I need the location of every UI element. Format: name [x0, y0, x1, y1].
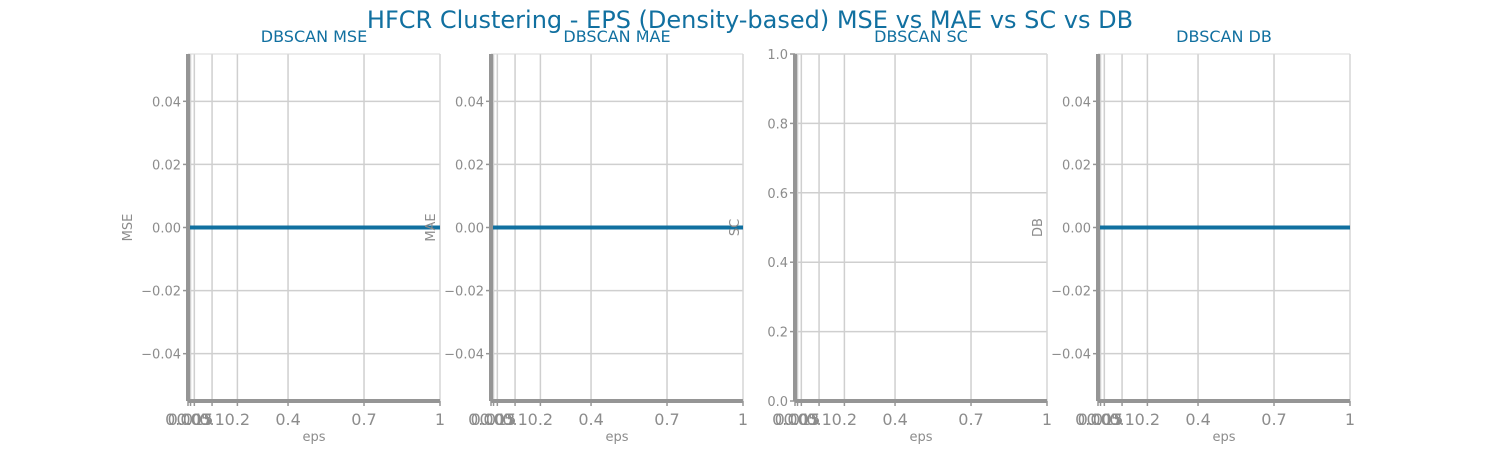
x-tick-label: 0.005	[165, 410, 211, 429]
x-tick-label: 0.015	[775, 410, 821, 429]
y-tick-label: 0.04	[455, 95, 484, 110]
x-tick-label: 1	[738, 410, 748, 429]
y-tick-label: 0.00	[455, 222, 484, 237]
figure-title: HFCR Clustering - EPS (Density-based) MS…	[367, 6, 1133, 34]
y-tick-label: 0.0	[767, 395, 788, 410]
subplot-title: DBSCAN MAE	[563, 27, 670, 46]
x-tick-label: 1	[1042, 410, 1052, 429]
subplot-title: DBSCAN MSE	[261, 27, 367, 46]
x-axis-label: eps	[909, 430, 932, 445]
x-tick-label: 0.2	[528, 410, 553, 429]
x-tick-label: 0.7	[654, 410, 679, 429]
x-tick-label: 0.005	[772, 410, 818, 429]
x-tick-label: 0.015	[471, 410, 517, 429]
y-axis-label: DB	[1031, 218, 1046, 237]
y-tick-label: −0.04	[444, 348, 484, 363]
x-tick-label: 0.1	[806, 410, 831, 429]
x-tick-label: 0.1	[1109, 410, 1134, 429]
subplot-title: DBSCAN SC	[874, 27, 968, 46]
y-tick-label: 0.00	[1062, 222, 1091, 237]
y-tick-label: 0.02	[455, 158, 484, 173]
subplot-title: DBSCAN DB	[1176, 27, 1272, 46]
y-tick-label: 0.2	[767, 326, 788, 341]
x-tick-label: 0.03	[480, 410, 516, 429]
x-tick-label: 0.015	[168, 410, 214, 429]
y-tick-label: 0.02	[1062, 158, 1091, 173]
x-tick-label: 0.005	[1075, 410, 1121, 429]
y-tick-label: 0.04	[1062, 95, 1091, 110]
y-tick-label: −0.04	[1051, 348, 1091, 363]
x-tick-label: 0.7	[1261, 410, 1286, 429]
y-tick-label: −0.04	[141, 348, 181, 363]
y-tick-label: 0.02	[152, 158, 181, 173]
y-tick-label: 0.4	[767, 256, 788, 271]
x-tick-label: 0.4	[275, 410, 300, 429]
x-tick-label: 0.7	[351, 410, 376, 429]
x-axis-label: eps	[1212, 430, 1235, 445]
x-tick-label: 0.03	[177, 410, 213, 429]
x-tick-label: 0.7	[958, 410, 983, 429]
x-tick-label: 1	[435, 410, 445, 429]
x-tick-label: 0.4	[882, 410, 907, 429]
y-tick-label: −0.02	[444, 285, 484, 300]
x-tick-label: 0.015	[1078, 410, 1124, 429]
x-tick-label: 0.005	[468, 410, 514, 429]
y-tick-label: 0.6	[767, 187, 788, 202]
y-axis-label: MAE	[424, 213, 439, 241]
x-tick-label: 1	[1345, 410, 1355, 429]
x-tick-label: 0.4	[1185, 410, 1210, 429]
y-tick-label: 0.8	[767, 117, 788, 132]
y-axis-label: SC	[728, 219, 743, 236]
x-tick-label: 0.03	[784, 410, 820, 429]
x-axis-label: eps	[605, 430, 628, 445]
y-tick-label: 0.04	[152, 95, 181, 110]
y-tick-label: −0.02	[141, 285, 181, 300]
x-tick-label: 0.1	[502, 410, 527, 429]
x-tick-label: 0.2	[1135, 410, 1160, 429]
y-tick-label: 0.00	[152, 222, 181, 237]
x-tick-label: 0.03	[1087, 410, 1123, 429]
x-axis-label: eps	[302, 430, 325, 445]
x-tick-label: 0.2	[225, 410, 250, 429]
x-tick-label: 0.1	[199, 410, 224, 429]
x-tick-label: 0.4	[578, 410, 603, 429]
y-axis-label: MSE	[121, 214, 136, 242]
y-tick-label: −0.02	[1051, 285, 1091, 300]
y-tick-label: 1.0	[767, 48, 788, 63]
x-tick-label: 0.2	[832, 410, 857, 429]
